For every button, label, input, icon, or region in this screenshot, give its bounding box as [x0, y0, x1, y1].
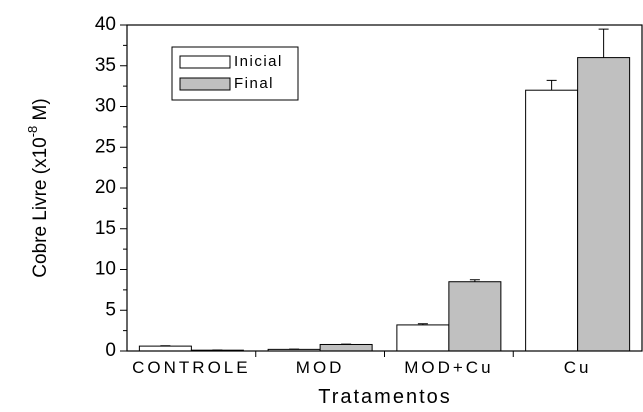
error-bar — [417, 323, 428, 325]
bar — [577, 57, 631, 352]
y-tick-label: 15 — [95, 218, 116, 239]
bar — [448, 281, 502, 352]
bar — [319, 343, 373, 352]
y-tick-label: 25 — [95, 136, 116, 157]
legend-label: Final — [234, 75, 274, 92]
y-tick-label: 30 — [95, 96, 116, 117]
error-bar — [598, 28, 609, 58]
x-tick-label: Cu — [564, 358, 592, 377]
y-tick-label: 0 — [105, 340, 116, 361]
legend-swatch — [179, 77, 231, 91]
x-tick-label: MOD+Cu — [404, 358, 493, 377]
bar — [138, 345, 192, 352]
error-bar — [469, 279, 480, 282]
legend-label: Inicial — [234, 53, 283, 70]
legend: Inicial Final — [171, 46, 299, 101]
y-tick-label: 20 — [95, 177, 116, 198]
bar — [525, 89, 579, 352]
x-tick-label: CONTROLE — [132, 358, 250, 377]
bar — [396, 324, 450, 352]
x-axis-label: Tratamentos — [318, 386, 452, 408]
y-tick-label: 40 — [95, 14, 116, 35]
x-tick-label: MOD — [296, 358, 345, 377]
y-tick-label: 10 — [95, 259, 116, 280]
y-tick-label: 35 — [95, 55, 116, 76]
y-axis-label: Cobre Livre (x10-8 M) — [25, 98, 51, 277]
error-bar — [546, 79, 557, 91]
y-tick-label: 5 — [105, 299, 116, 320]
legend-swatch — [179, 55, 231, 69]
